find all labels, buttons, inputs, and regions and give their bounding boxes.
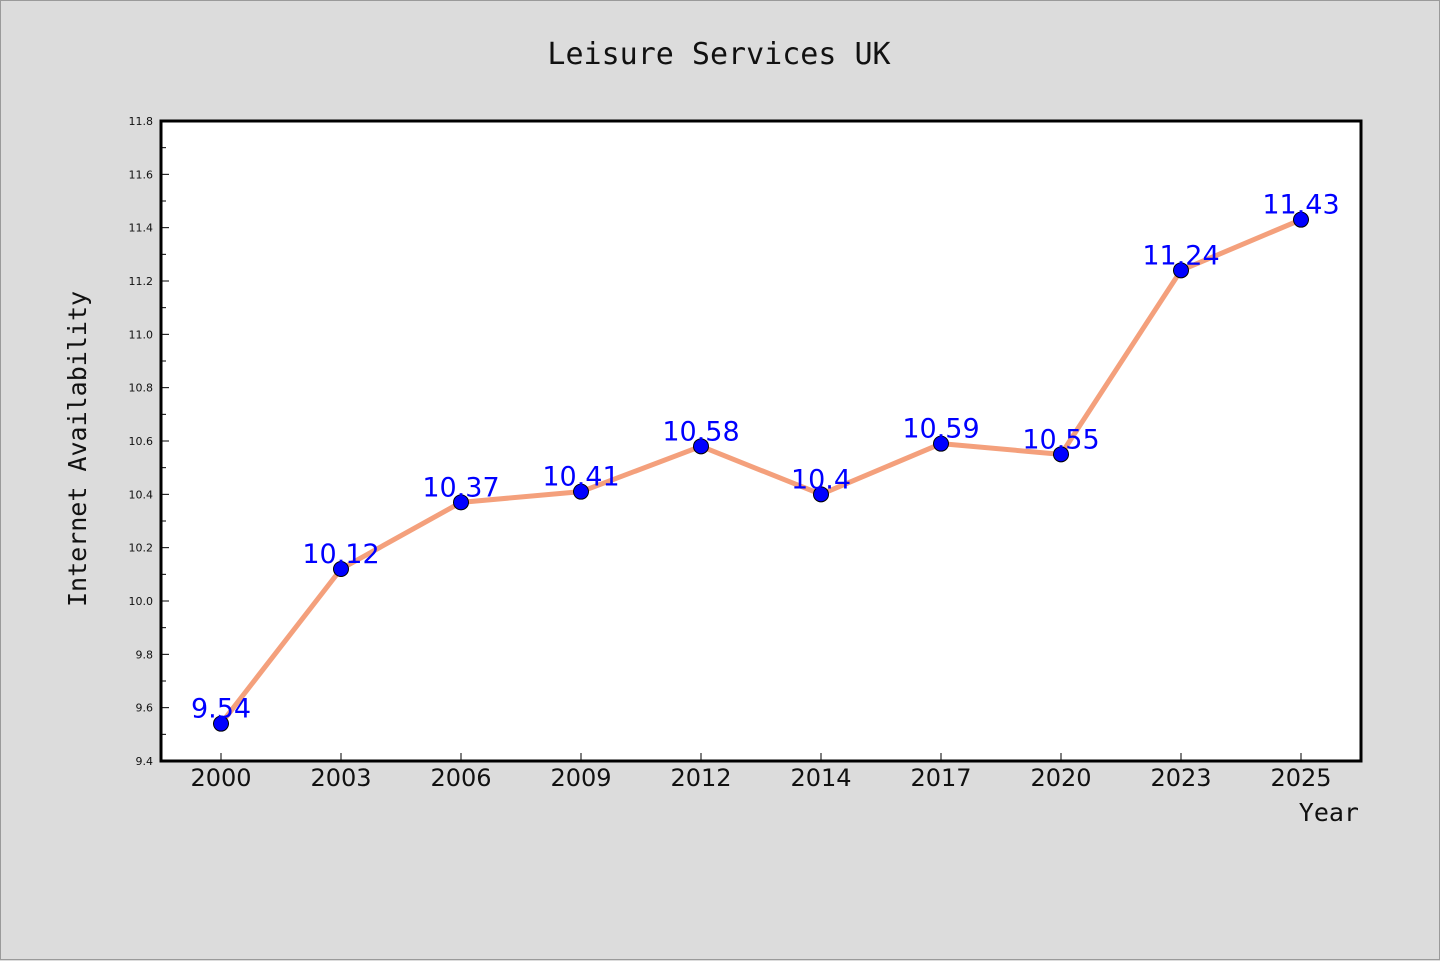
x-tick-label: 2006 <box>430 764 491 792</box>
data-point <box>453 494 469 511</box>
data-point <box>573 483 589 500</box>
data-label: 11.43 <box>1262 190 1339 221</box>
series-line <box>218 217 1304 727</box>
y-tick-label: 9.8 <box>136 648 154 661</box>
x-axis-label: Year <box>1299 798 1359 827</box>
y-tick-label: 10.6 <box>129 435 154 448</box>
x-axis: 2000 2003 2006 2009 2012 2014 2017 2020 2023 2025 <box>190 753 1332 792</box>
y-axis: 9.4 9.6 9.8 10.0 10.2 10.4 10.6 10.8 11.0 11.2 11.… <box>129 115 169 768</box>
y-tick-label: 11.4 <box>129 222 154 235</box>
data-label: 10.4 <box>791 464 851 495</box>
x-tick-label: 2012 <box>670 764 731 792</box>
data-point <box>1053 446 1069 463</box>
data-label: 9.54 <box>191 694 251 725</box>
data-label: 11.24 <box>1142 240 1219 271</box>
data-label: 10.55 <box>1022 424 1099 455</box>
y-tick-label: 10.8 <box>129 382 154 395</box>
y-tick-label: 9.6 <box>136 702 154 715</box>
x-tick-label: 2014 <box>790 764 851 792</box>
x-tick-label: 2023 <box>1150 764 1211 792</box>
x-tick-label: 2009 <box>550 764 611 792</box>
data-label: 10.37 <box>422 472 499 503</box>
x-tick-label: 2025 <box>1270 764 1331 792</box>
y-tick-label: 10.2 <box>129 542 154 555</box>
data-point <box>933 435 949 452</box>
data-label: 10.59 <box>902 414 979 445</box>
y-axis-label: Internet Availability <box>63 291 92 607</box>
data-point <box>333 561 349 577</box>
y-tick-label: 11.8 <box>129 115 154 128</box>
y-tick-label: 11.2 <box>129 275 154 288</box>
y-tick-label: 11.0 <box>129 328 154 341</box>
y-tick-label: 10.4 <box>129 488 154 501</box>
data-point <box>693 438 709 455</box>
y-tick-label: 10.0 <box>129 595 154 608</box>
data-label: 10.58 <box>662 416 739 447</box>
data-point <box>213 715 229 732</box>
x-tick-label: 2020 <box>1030 764 1091 792</box>
data-point <box>1173 262 1189 279</box>
x-tick-label: 2000 <box>190 764 251 792</box>
chart-title: Leisure Services UK <box>547 37 890 72</box>
data-label: 10.41 <box>542 462 619 493</box>
plot-area <box>159 119 1363 763</box>
y-tick-label: 9.4 <box>136 755 154 768</box>
x-tick-label: 2017 <box>910 764 971 792</box>
data-label: 10.12 <box>302 539 379 570</box>
data-point <box>813 486 829 503</box>
x-tick-label: 2003 <box>310 764 371 792</box>
series-layer: 9.54 10.12 10.37 10.41 10.58 10.4 10.59 10.55 11… <box>191 190 1340 732</box>
y-tick-label: 11.6 <box>129 168 154 181</box>
data-point <box>1293 211 1309 228</box>
